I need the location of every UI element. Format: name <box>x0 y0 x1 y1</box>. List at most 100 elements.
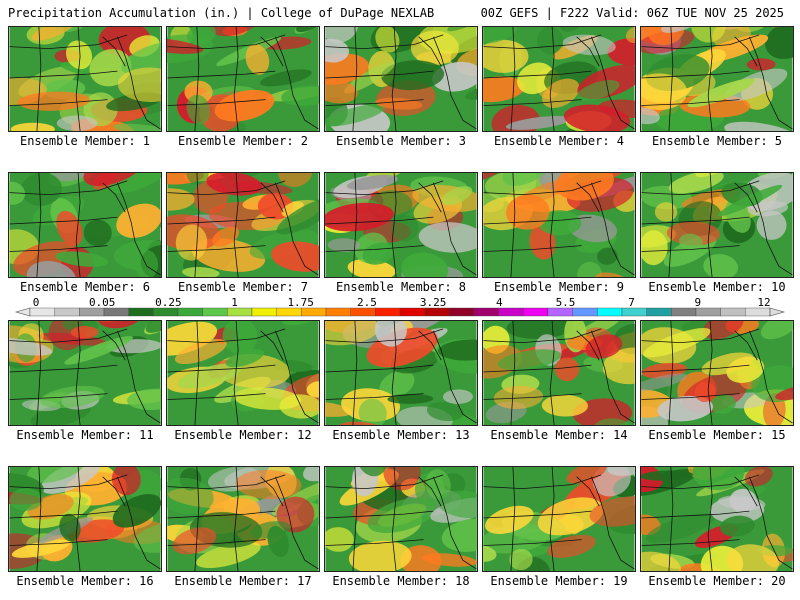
state-boundary-line <box>167 474 286 489</box>
precipitation-map <box>640 466 794 572</box>
state-boundary-line <box>707 321 713 425</box>
state-boundary-line <box>510 27 516 131</box>
colorbar-swatch <box>54 307 80 317</box>
colorbar-tick-label: 9 <box>694 296 701 309</box>
state-boundary-line <box>260 182 284 213</box>
state-boundary-line <box>233 467 239 571</box>
precipitation-map <box>482 320 636 426</box>
precipitation-map <box>324 26 478 132</box>
ensemble-panel-18: Ensemble Member: 18 <box>324 466 478 588</box>
state-boundary-line <box>194 321 200 425</box>
state-boundary-line <box>668 27 674 131</box>
state-boundary-line <box>483 539 582 546</box>
colorbar-swatch <box>325 307 351 317</box>
colorbar-swatch <box>473 307 499 317</box>
state-boundary-line <box>167 539 266 546</box>
state-boundary-line <box>9 364 118 373</box>
colorbar-swatch <box>177 307 203 317</box>
state-boundary-line <box>233 27 239 131</box>
state-boundary-line <box>102 36 126 67</box>
state-boundary-line <box>167 34 286 49</box>
state-boundary-line <box>167 180 286 195</box>
state-boundary-line <box>749 36 793 130</box>
colorbar-swatch <box>350 307 376 317</box>
state-boundary-line <box>233 173 239 277</box>
ensemble-panel-11: Ensemble Member: 11 <box>8 320 162 442</box>
state-boundary-line <box>352 321 358 425</box>
state-boundary-line <box>483 328 602 343</box>
state-boundary-line <box>549 467 555 571</box>
state-boundary-line <box>117 182 161 276</box>
state-boundary-line <box>167 328 286 343</box>
ensemble-member-label: Ensemble Member: 9 <box>493 280 625 294</box>
ensemble-member-label: Ensemble Member: 7 <box>177 280 309 294</box>
precipitation-map <box>8 26 162 132</box>
colorbar-swatch <box>103 307 129 317</box>
state-boundary-line <box>9 99 108 106</box>
precipitation-map <box>324 320 478 426</box>
state-boundary-line <box>275 476 319 570</box>
colorbar-tick-label: 5.5 <box>556 296 576 309</box>
state-boundary-line <box>102 476 126 507</box>
state-boundary-line <box>167 70 276 79</box>
state-boundary-line <box>483 364 592 373</box>
colorbar-swatch <box>498 307 524 317</box>
state-boundary-line <box>325 364 434 373</box>
state-boundary-line <box>418 476 442 507</box>
colorbar-tick-label: 7 <box>628 296 635 309</box>
state-boundary-line <box>352 467 358 571</box>
colorbar-min-arrow <box>14 307 31 317</box>
ensemble-member-label: Ensemble Member: 12 <box>174 428 312 442</box>
state-boundary-line <box>9 393 108 400</box>
state-boundary-line <box>483 180 602 195</box>
ensemble-panel-1: Ensemble Member: 1 <box>8 26 162 148</box>
colorbar-max-arrow <box>769 307 786 317</box>
state-boundary-line <box>483 34 602 49</box>
state-boundary-line <box>391 321 397 425</box>
state-boundary-line <box>391 467 397 571</box>
state-boundary-line <box>117 330 161 424</box>
state-boundary-line <box>483 510 592 519</box>
colorbar-swatch <box>202 307 228 317</box>
precipitation-map <box>166 466 320 572</box>
colorbar-swatch <box>695 307 721 317</box>
precipitation-map <box>640 26 794 132</box>
state-boundary-line <box>194 467 200 571</box>
state-boundary-line <box>641 510 750 519</box>
colorbar-swatch <box>547 307 573 317</box>
state-boundary-line <box>9 328 128 343</box>
state-boundary-line <box>9 474 128 489</box>
state-boundary-line <box>194 27 200 131</box>
state-boundary-line <box>325 99 424 106</box>
colorbar-tick-label: 0.05 <box>89 296 116 309</box>
state-boundary-line <box>275 330 319 424</box>
state-boundary-line <box>36 467 42 571</box>
state-boundary-line <box>325 216 434 225</box>
colorbar-swatch <box>276 307 302 317</box>
state-boundary-line <box>36 173 42 277</box>
state-boundary-line <box>641 364 750 373</box>
precipitation-map <box>8 320 162 426</box>
state-boundary-line <box>75 321 81 425</box>
state-boundary-line <box>233 321 239 425</box>
state-boundary-line <box>75 467 81 571</box>
state-boundary-line <box>36 321 42 425</box>
state-boundary-line <box>641 539 740 546</box>
ensemble-member-label: Ensemble Member: 20 <box>648 574 786 588</box>
ensemble-member-label: Ensemble Member: 3 <box>335 134 467 148</box>
state-boundary-line <box>576 476 600 507</box>
state-boundary-line <box>9 70 118 79</box>
ensemble-member-label: Ensemble Member: 10 <box>648 280 786 294</box>
colorbar-swatch <box>227 307 253 317</box>
state-boundary-line <box>707 467 713 571</box>
ensemble-member-label: Ensemble Member: 8 <box>335 280 467 294</box>
precipitation-map <box>8 172 162 278</box>
state-boundary-line <box>668 467 674 571</box>
state-boundary-line <box>641 393 740 400</box>
precipitation-map <box>482 172 636 278</box>
ensemble-member-label: Ensemble Member: 15 <box>648 428 786 442</box>
state-boundary-line <box>641 328 760 343</box>
state-boundary-line <box>433 330 477 424</box>
state-boundary-line <box>325 245 424 252</box>
state-boundary-line <box>325 70 434 79</box>
